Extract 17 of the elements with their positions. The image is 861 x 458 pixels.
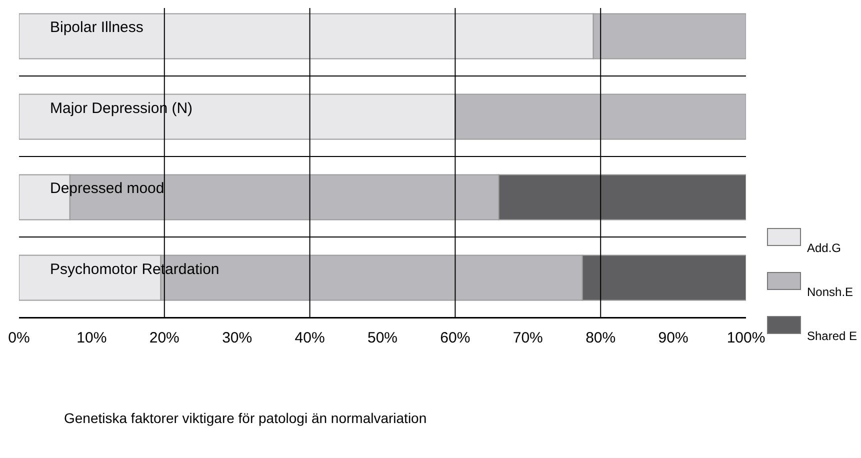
x-tick-label: 30% bbox=[222, 330, 252, 347]
text: Shared E bbox=[807, 329, 858, 343]
y-tick-label: Depressed mood bbox=[50, 180, 164, 198]
x-tick-label: 70% bbox=[512, 330, 543, 347]
x-tick-label: 100% bbox=[726, 330, 766, 347]
y-tick-label: Bipolar Illness bbox=[50, 19, 144, 36]
text: Nonsh.E bbox=[807, 285, 854, 299]
x-tick-label: 90% bbox=[658, 330, 688, 347]
x-tick-label: 20% bbox=[149, 330, 180, 347]
text: Add.G bbox=[807, 241, 842, 255]
x-tick-label: 60% bbox=[440, 330, 470, 347]
x-tick-label: 40% bbox=[294, 330, 325, 347]
x-tick-label: 0% bbox=[8, 330, 30, 347]
x-tick-label: 10% bbox=[76, 330, 107, 347]
x-tick-label: 80% bbox=[586, 330, 616, 347]
text: Genetiska faktorer viktigare för patologi än normalvariation bbox=[64, 410, 427, 426]
x-tick-label: 50% bbox=[367, 330, 398, 347]
